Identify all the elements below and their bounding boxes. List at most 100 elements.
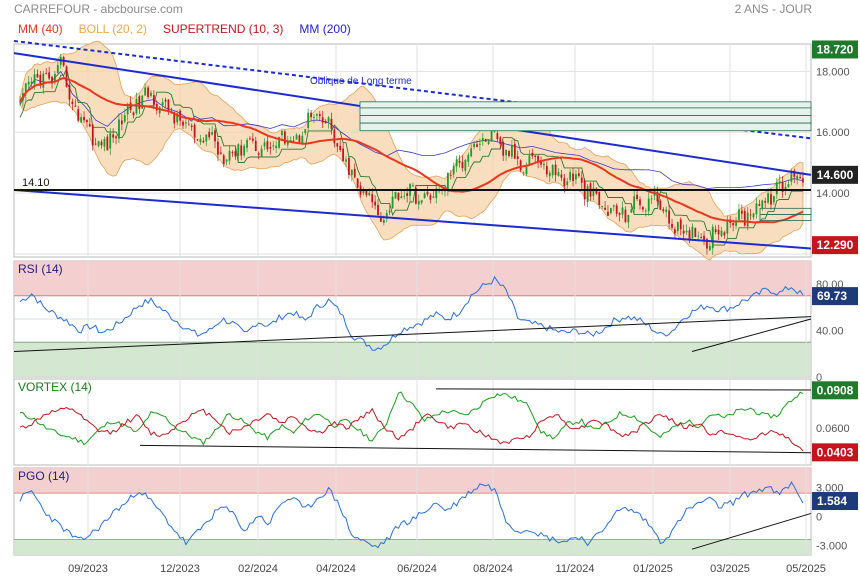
candle-body (120, 120, 123, 125)
candle-body (484, 139, 487, 142)
x-tick-label: 03/2025 (710, 563, 750, 575)
candle-body (708, 245, 711, 251)
candle-body (164, 99, 167, 102)
vortex-high-line (435, 388, 812, 391)
candle-body (630, 209, 633, 213)
candle-body (700, 236, 703, 239)
candle-body (449, 174, 452, 176)
candle-body (624, 209, 627, 222)
candle-body (214, 130, 216, 142)
candle-body (580, 177, 583, 183)
pgo-value-badge-bg (812, 492, 858, 511)
candle-body (103, 139, 106, 147)
candle-body (150, 92, 152, 96)
candle-body (251, 138, 254, 141)
candle-body (348, 157, 350, 175)
candle-body (519, 160, 522, 171)
candle-body (414, 187, 417, 204)
x-tick-label: 12/2023 (160, 563, 200, 575)
resistance-zone (359, 107, 812, 116)
candle-body (380, 215, 382, 222)
candle-body (222, 155, 225, 165)
pgo-y-tick: -3.000 (816, 540, 847, 552)
mm40-line (19, 77, 804, 224)
min-price-badge: 12.290 (817, 238, 854, 252)
candle-body (802, 178, 804, 183)
candle-body (691, 226, 694, 238)
last-price-badge: 14.600 (817, 168, 854, 182)
chart-title: CARREFOUR - abcbourse.com (14, 2, 183, 16)
candle-body (490, 130, 493, 142)
candle-body (615, 205, 618, 214)
legend-item-0: MM (40) (18, 22, 63, 36)
candle-body (391, 196, 394, 209)
candle-body (91, 124, 94, 146)
candle-body (71, 101, 74, 104)
max-price-badge-bg (812, 40, 858, 59)
candle-body (219, 152, 222, 154)
candle-body (394, 191, 397, 199)
candle-body (100, 141, 103, 146)
candle-body (144, 87, 147, 96)
candle-body (659, 200, 662, 210)
legend-item-1: BOLL (20, 2) (79, 22, 147, 36)
candle-body (152, 95, 155, 105)
candle-body (176, 113, 179, 123)
candle-body (743, 210, 746, 226)
candle-body (327, 117, 330, 123)
candle-body (420, 200, 423, 203)
candle-body (138, 96, 141, 109)
candle-body (243, 146, 246, 156)
candle-body (554, 164, 557, 176)
candle-body (531, 152, 534, 156)
candle-body (723, 232, 726, 236)
candle-body (266, 141, 269, 150)
candle-body (301, 135, 304, 144)
candle-body (604, 207, 606, 210)
small-zone (759, 213, 812, 221)
long-term-oblique-line (13, 39, 812, 140)
candle-body (365, 190, 368, 196)
candle-body (109, 133, 112, 149)
candle-body (403, 195, 406, 197)
candle-body (720, 230, 723, 237)
vortex-line-1 (19, 407, 804, 452)
candle-body (423, 193, 426, 199)
candle-body (534, 155, 537, 157)
candle-body (126, 103, 129, 115)
candle-body (263, 142, 266, 147)
candle-body (499, 137, 502, 145)
candle-body (80, 117, 83, 123)
candle-body (435, 188, 438, 198)
candle-body (345, 159, 347, 162)
candle-body (123, 115, 126, 122)
candle-body (129, 102, 132, 111)
candle-body (607, 211, 609, 216)
vortex-title: VORTEX (14) (18, 380, 92, 394)
candle-body (86, 119, 88, 122)
candle-body (432, 196, 435, 198)
x-tick-label: 08/2024 (473, 563, 513, 575)
candle-body (321, 117, 324, 123)
candle-body (685, 230, 688, 233)
candle-body (726, 220, 729, 234)
candle-body (621, 207, 624, 215)
candle-body (278, 137, 280, 148)
pgo-y-tick: 3.000 (816, 482, 844, 494)
candle-body (717, 229, 720, 235)
candle-body (740, 210, 743, 214)
rsi-value-badge-bg (812, 287, 858, 306)
candle-body (545, 165, 548, 175)
candle-body (772, 196, 775, 203)
candle-body (385, 212, 388, 219)
candle-body (286, 140, 289, 145)
candle-body (83, 116, 85, 121)
candle-body (688, 230, 691, 240)
pgo-title: PGO (14) (18, 469, 69, 483)
candle-body (781, 182, 784, 192)
rsi-value-badge: 69.73 (817, 289, 847, 303)
bollinger-band (19, 40, 804, 261)
y-tick-label: 18.000 (816, 66, 850, 78)
candle-body (51, 76, 53, 84)
x-tick-label: 09/2023 (68, 563, 108, 575)
